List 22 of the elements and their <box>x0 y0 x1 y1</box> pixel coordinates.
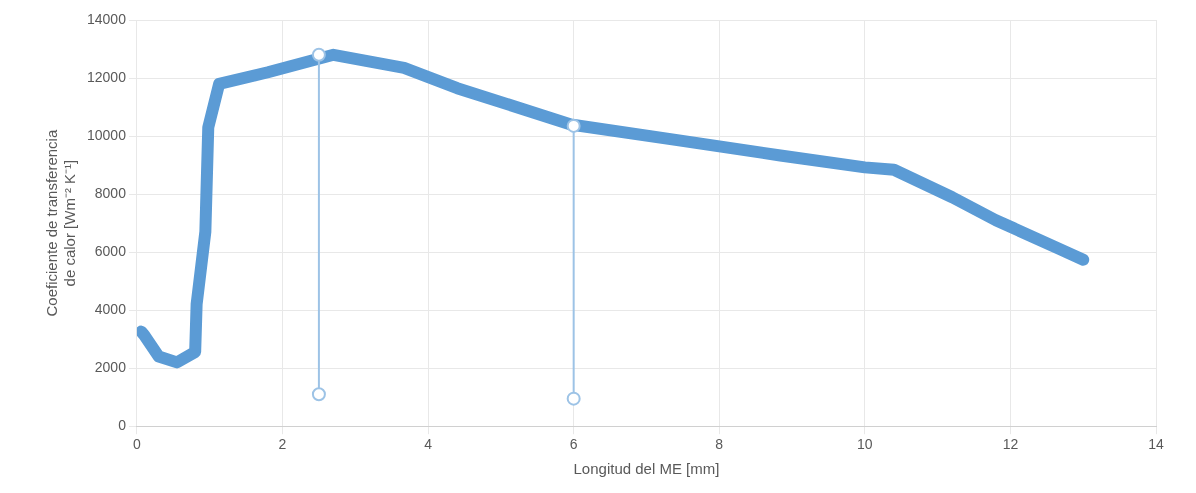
y-tick-label: 8000 <box>94 184 127 201</box>
y-tick-label: 2000 <box>94 359 127 376</box>
x-tick-label: 4 <box>424 436 433 453</box>
y-tick-label: 4000 <box>94 301 127 317</box>
y-axis-title: Coeficiente de transferencia de calor [Wm⁻² K⁻¹] <box>43 129 79 317</box>
y-tick-label: 0 <box>118 417 127 434</box>
x-tick-label: 10 <box>857 436 873 453</box>
point <box>566 118 581 133</box>
x-tick-label: 6 <box>569 436 578 453</box>
point <box>566 391 581 406</box>
point <box>311 387 326 402</box>
point <box>311 47 326 62</box>
y-tick-label: 10000 <box>86 126 127 143</box>
x-tick-label: 14 <box>1148 436 1164 453</box>
y-tick-label: 14000 <box>86 10 127 27</box>
x-axis-title: Longitud del ME [mm] <box>573 460 720 478</box>
x-tick-label: 0 <box>133 436 142 453</box>
x-tick-label: 2 <box>278 436 287 453</box>
x-tick-label: 12 <box>1002 436 1019 453</box>
x-tick-label: 8 <box>715 436 724 453</box>
y-tick-label: 6000 <box>94 242 127 259</box>
y-tick-label: 12000 <box>86 68 127 85</box>
